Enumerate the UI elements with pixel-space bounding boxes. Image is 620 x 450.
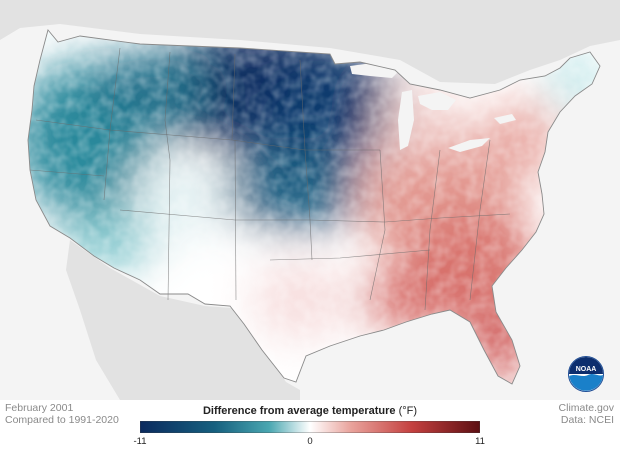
legend-colorbar bbox=[140, 421, 480, 433]
period-label: February 2001 bbox=[5, 402, 74, 414]
legend-tick-mid: 0 bbox=[307, 436, 313, 447]
logo-text: NOAA bbox=[576, 366, 597, 373]
legend-unit: (°F) bbox=[398, 405, 418, 417]
legend-title-text: Difference from average temperature bbox=[202, 405, 396, 417]
noaa-logo-icon: NOAA bbox=[568, 356, 604, 392]
baseline-label: Compared to 1991-2020 bbox=[5, 414, 119, 426]
legend-tick-max: 11 bbox=[475, 436, 485, 447]
state-borders bbox=[29, 47, 511, 311]
source-data-label: Data: NCEI bbox=[560, 414, 614, 426]
legend-tick-min: -11 bbox=[133, 436, 147, 447]
great-lakes bbox=[350, 62, 516, 152]
us-temperature-map bbox=[0, 0, 620, 400]
map-meta-right: Climate.gov Data: NCEI bbox=[559, 402, 614, 426]
surrounding-land bbox=[0, 0, 620, 400]
legend-title: Difference from average temperature (°F) bbox=[140, 405, 480, 417]
map-meta-left: February 2001 Compared to 1991-2020 bbox=[5, 402, 119, 426]
source-site-label: Climate.gov bbox=[558, 402, 614, 414]
